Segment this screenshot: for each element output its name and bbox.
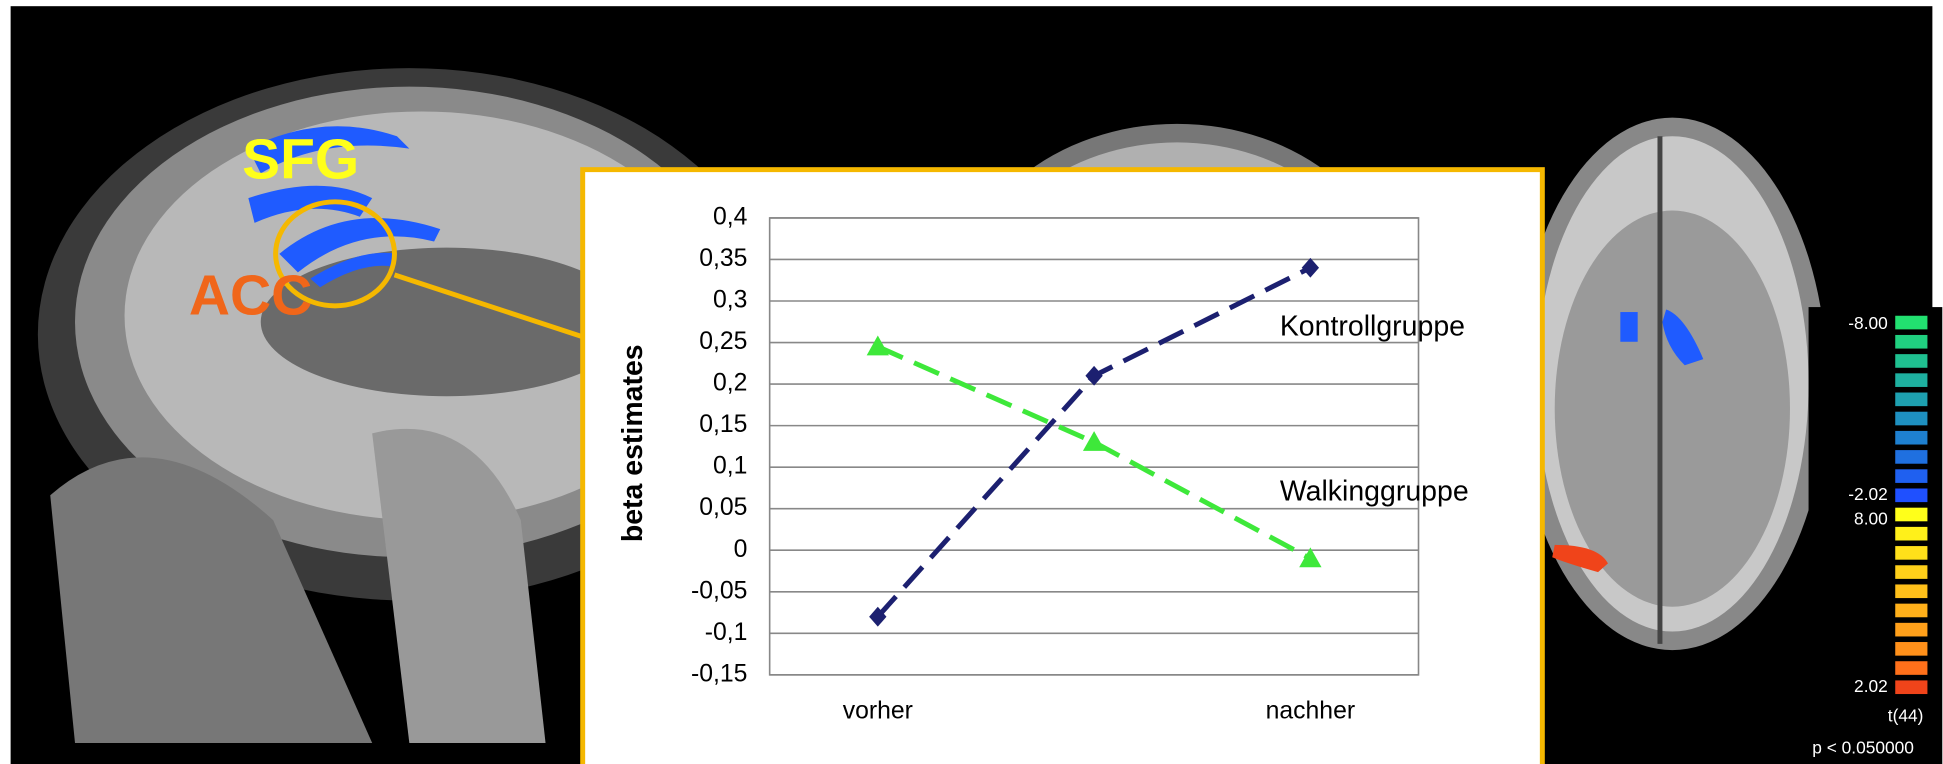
y-tick-label: -0,05 xyxy=(691,577,747,604)
colorbar-block xyxy=(1895,335,1927,349)
colorbar-block xyxy=(1895,393,1927,407)
colorbar-block xyxy=(1895,642,1927,656)
y-tick-label: 0,3 xyxy=(713,287,747,314)
colorbar-block xyxy=(1895,546,1927,560)
colorbar-block xyxy=(1895,469,1927,483)
colorbar: -8.00 -2.02 8.00 2.02 t(44) p < 0.050000 xyxy=(1809,307,1943,764)
region-label: ACC xyxy=(189,264,312,328)
region-label: SFG xyxy=(242,127,359,191)
x-tick-label: vorher xyxy=(843,698,913,725)
colorbar-block xyxy=(1895,316,1927,330)
colorbar-block xyxy=(1895,508,1927,522)
statistic-label: t(44) xyxy=(1888,706,1924,726)
y-tick-label: -0,1 xyxy=(705,619,748,646)
colorbar-block xyxy=(1895,604,1927,618)
colorbar-block xyxy=(1895,584,1927,598)
y-tick-label: -0,15 xyxy=(691,660,747,687)
colorbar-block xyxy=(1895,623,1927,637)
colorbar-label: -2.02 xyxy=(1848,484,1888,504)
colorbar-label: 2.02 xyxy=(1854,676,1888,696)
colorbar-block xyxy=(1895,488,1927,502)
colorbar-label: -8.00 xyxy=(1848,313,1888,333)
y-tick-label: 0,4 xyxy=(713,203,748,230)
colorbar-block xyxy=(1895,680,1927,694)
y-tick-label: 0,1 xyxy=(713,453,747,480)
colorbar-block xyxy=(1895,373,1927,387)
colorbar-block xyxy=(1895,412,1927,426)
colorbar-block xyxy=(1895,354,1927,368)
y-tick-label: 0,25 xyxy=(699,328,747,355)
y-axis-label: beta estimates xyxy=(617,344,649,542)
y-tick-label: 0,15 xyxy=(699,411,747,438)
threshold-label: p < 0.050000 xyxy=(1812,738,1914,758)
series-label: Walkinggruppe xyxy=(1280,475,1469,507)
colorbar-label: 8.00 xyxy=(1854,509,1888,529)
colorbar-block xyxy=(1895,527,1927,541)
colorbar-block xyxy=(1895,431,1927,445)
figure: SFG ACC -8.00 -2.02 8.00 2.02 t(44) p < … xyxy=(0,0,1943,764)
colorbar-block xyxy=(1895,661,1927,675)
colorbar-block xyxy=(1895,450,1927,464)
x-tick-label: nachher xyxy=(1266,698,1355,725)
y-tick-label: 0 xyxy=(734,536,748,563)
y-tick-label: 0,35 xyxy=(699,245,747,272)
y-tick-label: 0,2 xyxy=(713,370,747,397)
axial-brain xyxy=(1518,118,1828,650)
series-label: Kontrollgruppe xyxy=(1280,311,1465,343)
colorbar-block xyxy=(1895,565,1927,579)
y-tick-label: 0,05 xyxy=(699,494,747,521)
